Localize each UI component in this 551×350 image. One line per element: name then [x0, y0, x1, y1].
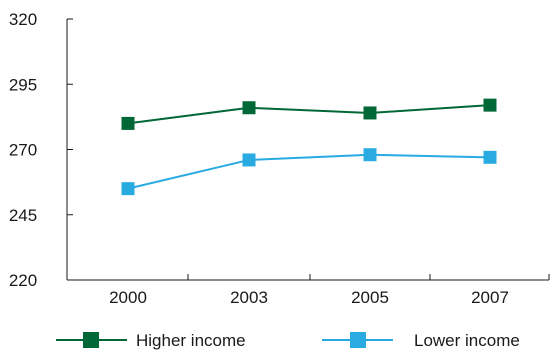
data-point: [121, 116, 135, 130]
legend-marker: [350, 332, 366, 348]
series-higher-income: [121, 98, 497, 130]
series-line: [127, 153, 491, 190]
y-tick-label: 245: [9, 206, 37, 225]
data-point: [483, 150, 497, 164]
x-tick-label: 2007: [471, 288, 509, 307]
legend: Higher income Lower income: [56, 331, 520, 350]
data-point: [121, 182, 135, 196]
chart-axes: [66, 19, 549, 281]
series-layer: [121, 98, 497, 196]
x-tick-label: 2005: [351, 288, 389, 307]
legend-item: Lower income: [322, 331, 520, 350]
legend-item: Higher income: [56, 331, 246, 350]
series-lower-income: [121, 148, 497, 196]
y-tick-label: 295: [9, 75, 37, 94]
y-tick-label: 270: [9, 141, 37, 160]
x-tick-label: 2003: [230, 288, 268, 307]
series-line: [127, 104, 491, 125]
legend-marker: [83, 332, 99, 348]
y-axis-ticks: 220 245 270 295 320: [9, 10, 73, 290]
data-point: [363, 106, 377, 120]
legend-label: Lower income: [414, 331, 520, 350]
x-axis-ticks: 2000 2003 2005 2007: [66, 274, 550, 307]
legend-label: Higher income: [136, 331, 246, 350]
data-point: [242, 101, 256, 115]
x-tick-label: 2000: [109, 288, 147, 307]
data-point: [483, 98, 497, 112]
data-point: [363, 148, 377, 162]
y-tick-label: 320: [9, 10, 37, 29]
y-tick-label: 220: [9, 271, 37, 290]
data-point: [242, 153, 256, 167]
